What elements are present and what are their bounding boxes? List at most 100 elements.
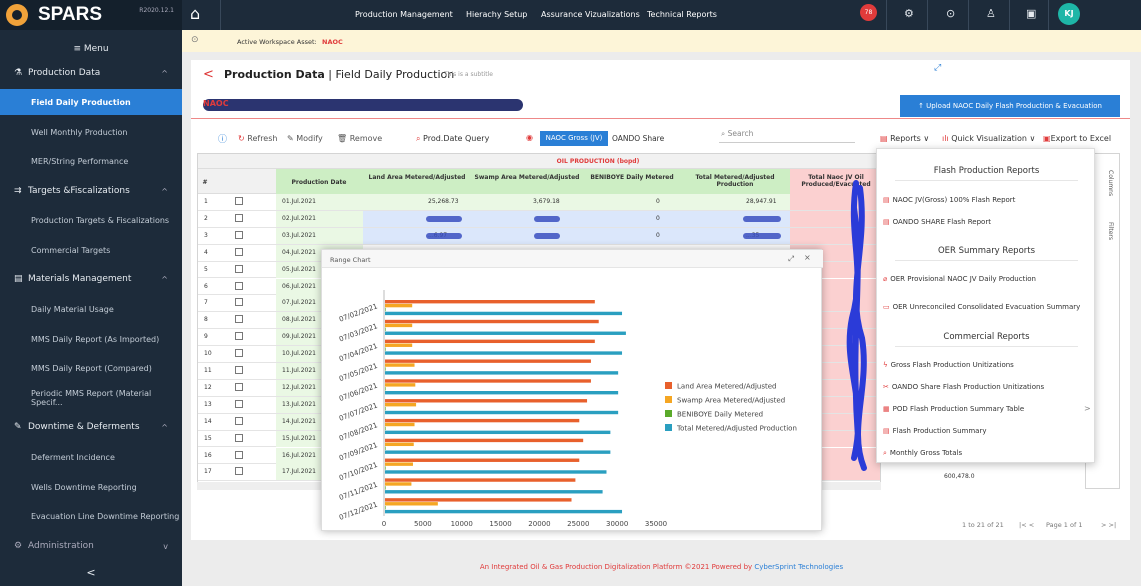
- sidebar-item-mms-daily-imported[interactable]: MMS Daily Report (As Imported): [31, 334, 160, 344]
- bar[interactable]: [385, 426, 386, 431]
- bar[interactable]: [385, 303, 413, 308]
- sidebar-section-materials[interactable]: ▤ Materials Management ^: [0, 266, 182, 292]
- sidebar-section-production-data[interactable]: ⚗ Production Data ^: [0, 60, 182, 86]
- row-checkbox[interactable]: [235, 450, 243, 459]
- bar[interactable]: [385, 490, 603, 494]
- export-excel-button[interactable]: ▣Export to Excel: [1043, 134, 1111, 143]
- legend-entry[interactable]: Swamp Area Metered/Adjusted: [677, 397, 785, 405]
- row-checkbox[interactable]: [235, 315, 243, 324]
- oando-share-toggle[interactable]: OANDO Share: [612, 134, 665, 143]
- beniboye-cell[interactable]: 0: [656, 231, 660, 239]
- sidebar-item-commercial-targets[interactable]: Commercial Targets: [31, 245, 111, 255]
- row-checkbox[interactable]: [235, 366, 243, 374]
- expand-icon[interactable]: ⤢: [934, 63, 942, 73]
- bar[interactable]: [385, 466, 386, 470]
- bar[interactable]: [385, 478, 576, 482]
- nav-assurance-vizualizations[interactable]: Assurance Vizualizations: [541, 10, 640, 19]
- bar[interactable]: [385, 458, 580, 462]
- row-checkbox[interactable]: [235, 281, 243, 290]
- row-checkbox[interactable]: [235, 213, 243, 222]
- col-total-naoc[interactable]: Total Naoc JV Oil Produced/Evacuated: [801, 174, 871, 188]
- table-row[interactable]: 1 01.Jul.2021 25,268.73 3,679.18 0 28,947.91: [198, 194, 880, 211]
- row-checkbox[interactable]: [235, 382, 243, 391]
- production-date-cell[interactable]: 02.Jul.2021: [276, 210, 363, 227]
- filters-tab[interactable]: Filters: [1107, 222, 1114, 240]
- row-checkbox[interactable]: [235, 467, 243, 476]
- maximize-icon[interactable]: ⤢: [788, 254, 794, 263]
- bar[interactable]: [385, 311, 623, 316]
- bar[interactable]: [385, 410, 619, 415]
- bar[interactable]: [385, 383, 416, 387]
- pager-next-last[interactable]: > >|: [1101, 521, 1117, 529]
- menu-label[interactable]: ≡ Menu: [73, 44, 109, 54]
- col-total-metered[interactable]: Total Metered/Adjusted Production: [695, 174, 775, 188]
- back-arrow-icon[interactable]: <: [203, 67, 214, 82]
- sidebar-section-targets[interactable]: ⇉ Targets &Fiscalizations ^: [0, 178, 182, 204]
- bar[interactable]: [385, 406, 386, 411]
- sidebar-item-mer-string-performance[interactable]: MER/String Performance: [31, 156, 129, 166]
- row-checkbox[interactable]: [235, 349, 243, 358]
- sidebar-item-wells-downtime[interactable]: Wells Downtime Reporting: [31, 482, 137, 492]
- bar[interactable]: [385, 351, 623, 355]
- award-icon[interactable]: ♙: [986, 7, 996, 20]
- nav-production-management[interactable]: Production Management: [355, 10, 453, 19]
- bar[interactable]: [385, 438, 584, 443]
- beniboye-cell[interactable]: 0: [656, 198, 660, 205]
- oer-unreconciled-report[interactable]: ▭ OER Unreconciled Consolidated Evacuatio…: [883, 303, 1080, 311]
- row-checkbox[interactable]: [235, 332, 243, 341]
- bar[interactable]: [385, 391, 619, 395]
- row-checkbox[interactable]: [235, 230, 243, 239]
- row-checkbox[interactable]: [235, 399, 243, 408]
- swamp-area-cell[interactable]: 3,679.18: [533, 198, 560, 205]
- col-index[interactable]: #: [202, 179, 208, 186]
- info-icon[interactable]: ⓘ: [218, 135, 228, 145]
- sidebar-item-daily-material-usage[interactable]: Daily Material Usage: [31, 304, 114, 314]
- footer-link[interactable]: CyberSprint Technologies: [754, 563, 844, 571]
- bar[interactable]: [385, 486, 386, 490]
- modify-button[interactable]: ✎ Modify: [287, 134, 323, 143]
- production-date-cell[interactable]: 03.Jul.2021: [276, 227, 363, 244]
- naoc-jv-flash-report[interactable]: ▤ NAOC JV(Gross) 100% Flash Report: [883, 196, 1015, 204]
- bar[interactable]: [385, 331, 626, 335]
- legend-entry[interactable]: BENIBOYE Daily Metered: [677, 411, 763, 419]
- col-land-area[interactable]: Land Area Metered/Adjusted: [368, 174, 466, 181]
- bar[interactable]: [385, 418, 580, 423]
- bar[interactable]: [385, 442, 414, 447]
- bar[interactable]: [385, 327, 386, 332]
- bar[interactable]: [385, 363, 415, 367]
- gross-flash-unitizations[interactable]: ϟ Gross Flash Production Unitizations: [883, 361, 1014, 369]
- sidebar-item-evacuation-downtime[interactable]: Evacuation Line Downtime Reporting: [31, 511, 180, 521]
- bar[interactable]: [385, 371, 619, 375]
- bar[interactable]: [385, 319, 599, 324]
- bar[interactable]: [385, 359, 591, 363]
- avatar[interactable]: KJ: [1058, 3, 1080, 25]
- close-icon[interactable]: ×: [804, 253, 811, 262]
- nav-hierachy-setup[interactable]: Hierachy Setup: [466, 10, 528, 19]
- app-logo[interactable]: SPARS R2020.12.1: [0, 0, 182, 30]
- oando-share-unitizations[interactable]: ✂ OANDO Share Flash Production Unitizatio…: [883, 383, 1044, 391]
- bar[interactable]: [385, 502, 438, 506]
- beniboye-cell[interactable]: 0: [656, 214, 660, 222]
- notifications-badge[interactable]: 78: [860, 4, 877, 21]
- range-chart-window[interactable]: Range Chart ⤢ × 0 5000 10000 15000 20000 2500…: [321, 249, 823, 531]
- sidebar-item-well-monthly-production[interactable]: Well Monthly Production: [31, 127, 128, 137]
- sidebar-item-deferment-incidence[interactable]: Deferment Incidence: [31, 452, 115, 462]
- flash-production-summary[interactable]: ▤ Flash Production Summary: [883, 427, 987, 435]
- bar[interactable]: [385, 343, 413, 347]
- nav-technical-reports[interactable]: Technical Reports: [647, 10, 717, 19]
- col-swamp-area[interactable]: Swamp Area Metered/Adjusted: [474, 174, 580, 181]
- bar[interactable]: [385, 347, 386, 351]
- prod-date-query-button[interactable]: ⌕ Prod.Date Query: [416, 134, 489, 144]
- bar[interactable]: [385, 498, 572, 502]
- legend-entry[interactable]: Land Area Metered/Adjusted: [677, 383, 777, 391]
- col-production-date[interactable]: Production Date: [291, 179, 347, 186]
- row-checkbox[interactable]: [235, 416, 243, 425]
- table-row[interactable]: 303.Jul.2021...6.970...35: [198, 227, 880, 245]
- bar[interactable]: [385, 470, 607, 474]
- bar[interactable]: [385, 300, 595, 304]
- oer-provisional-report[interactable]: ⌀ OER Provisional NAOC JV Daily Productio…: [883, 275, 1036, 283]
- bar[interactable]: [385, 506, 386, 510]
- quick-visualization-button[interactable]: ılı Quick Visualization ∨: [942, 134, 1036, 143]
- bar[interactable]: [385, 339, 595, 344]
- bar[interactable]: [385, 422, 415, 427]
